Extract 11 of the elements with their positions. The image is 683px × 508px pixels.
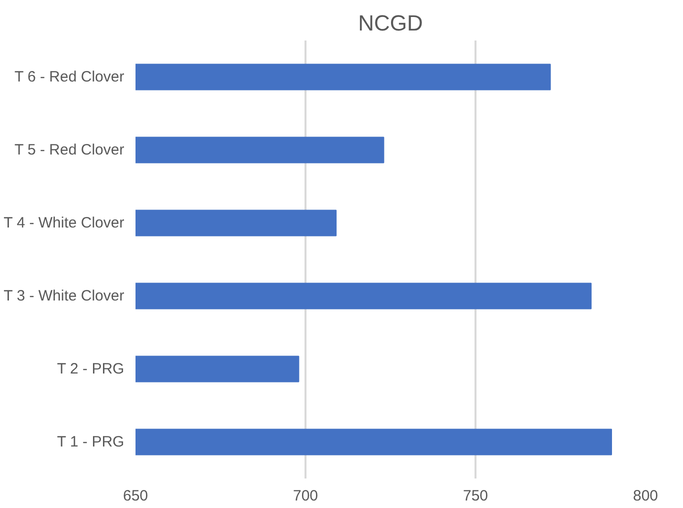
y-tick-label: T 4 - White Clover — [4, 214, 124, 232]
y-tick-label: T 6 - Red Clover — [14, 68, 124, 86]
x-tick-label: 750 — [462, 488, 488, 504]
y-tick-label: T 2 - PRG — [56, 360, 124, 378]
y-tick-label: T 5 - Red Clover — [14, 142, 124, 158]
y-tick-label: T 1 - PRG — [56, 434, 124, 450]
y-tick-label: T 3 - White Clover — [4, 288, 124, 304]
x-tick-label: 700 — [292, 488, 318, 504]
chart-title: NCGD — [358, 10, 423, 36]
x-tick-label: 650 — [122, 488, 148, 504]
x-tick-label: 800 — [632, 488, 658, 504]
